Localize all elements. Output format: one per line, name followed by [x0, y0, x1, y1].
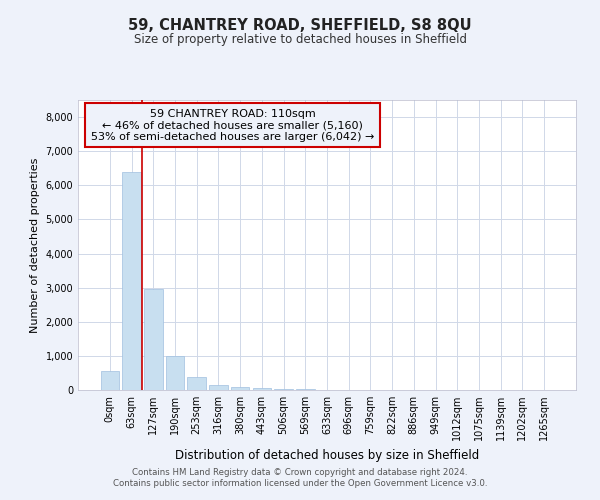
- Y-axis label: Number of detached properties: Number of detached properties: [30, 158, 40, 332]
- Bar: [274, 389, 293, 390]
- Text: 59, CHANTREY ROAD, SHEFFIELD, S8 8QU: 59, CHANTREY ROAD, SHEFFIELD, S8 8QU: [128, 18, 472, 32]
- Bar: [187, 377, 206, 390]
- Bar: [122, 172, 141, 390]
- Bar: [209, 384, 227, 390]
- Bar: [101, 371, 119, 390]
- Text: Contains HM Land Registry data © Crown copyright and database right 2024.
Contai: Contains HM Land Registry data © Crown c…: [113, 468, 487, 487]
- Bar: [231, 387, 250, 390]
- Bar: [144, 290, 163, 390]
- Text: Size of property relative to detached houses in Sheffield: Size of property relative to detached ho…: [133, 32, 467, 46]
- Bar: [166, 356, 184, 390]
- Bar: [253, 388, 271, 390]
- Text: 59 CHANTREY ROAD: 110sqm
← 46% of detached houses are smaller (5,160)
53% of sem: 59 CHANTREY ROAD: 110sqm ← 46% of detach…: [91, 108, 374, 142]
- X-axis label: Distribution of detached houses by size in Sheffield: Distribution of detached houses by size …: [175, 448, 479, 462]
